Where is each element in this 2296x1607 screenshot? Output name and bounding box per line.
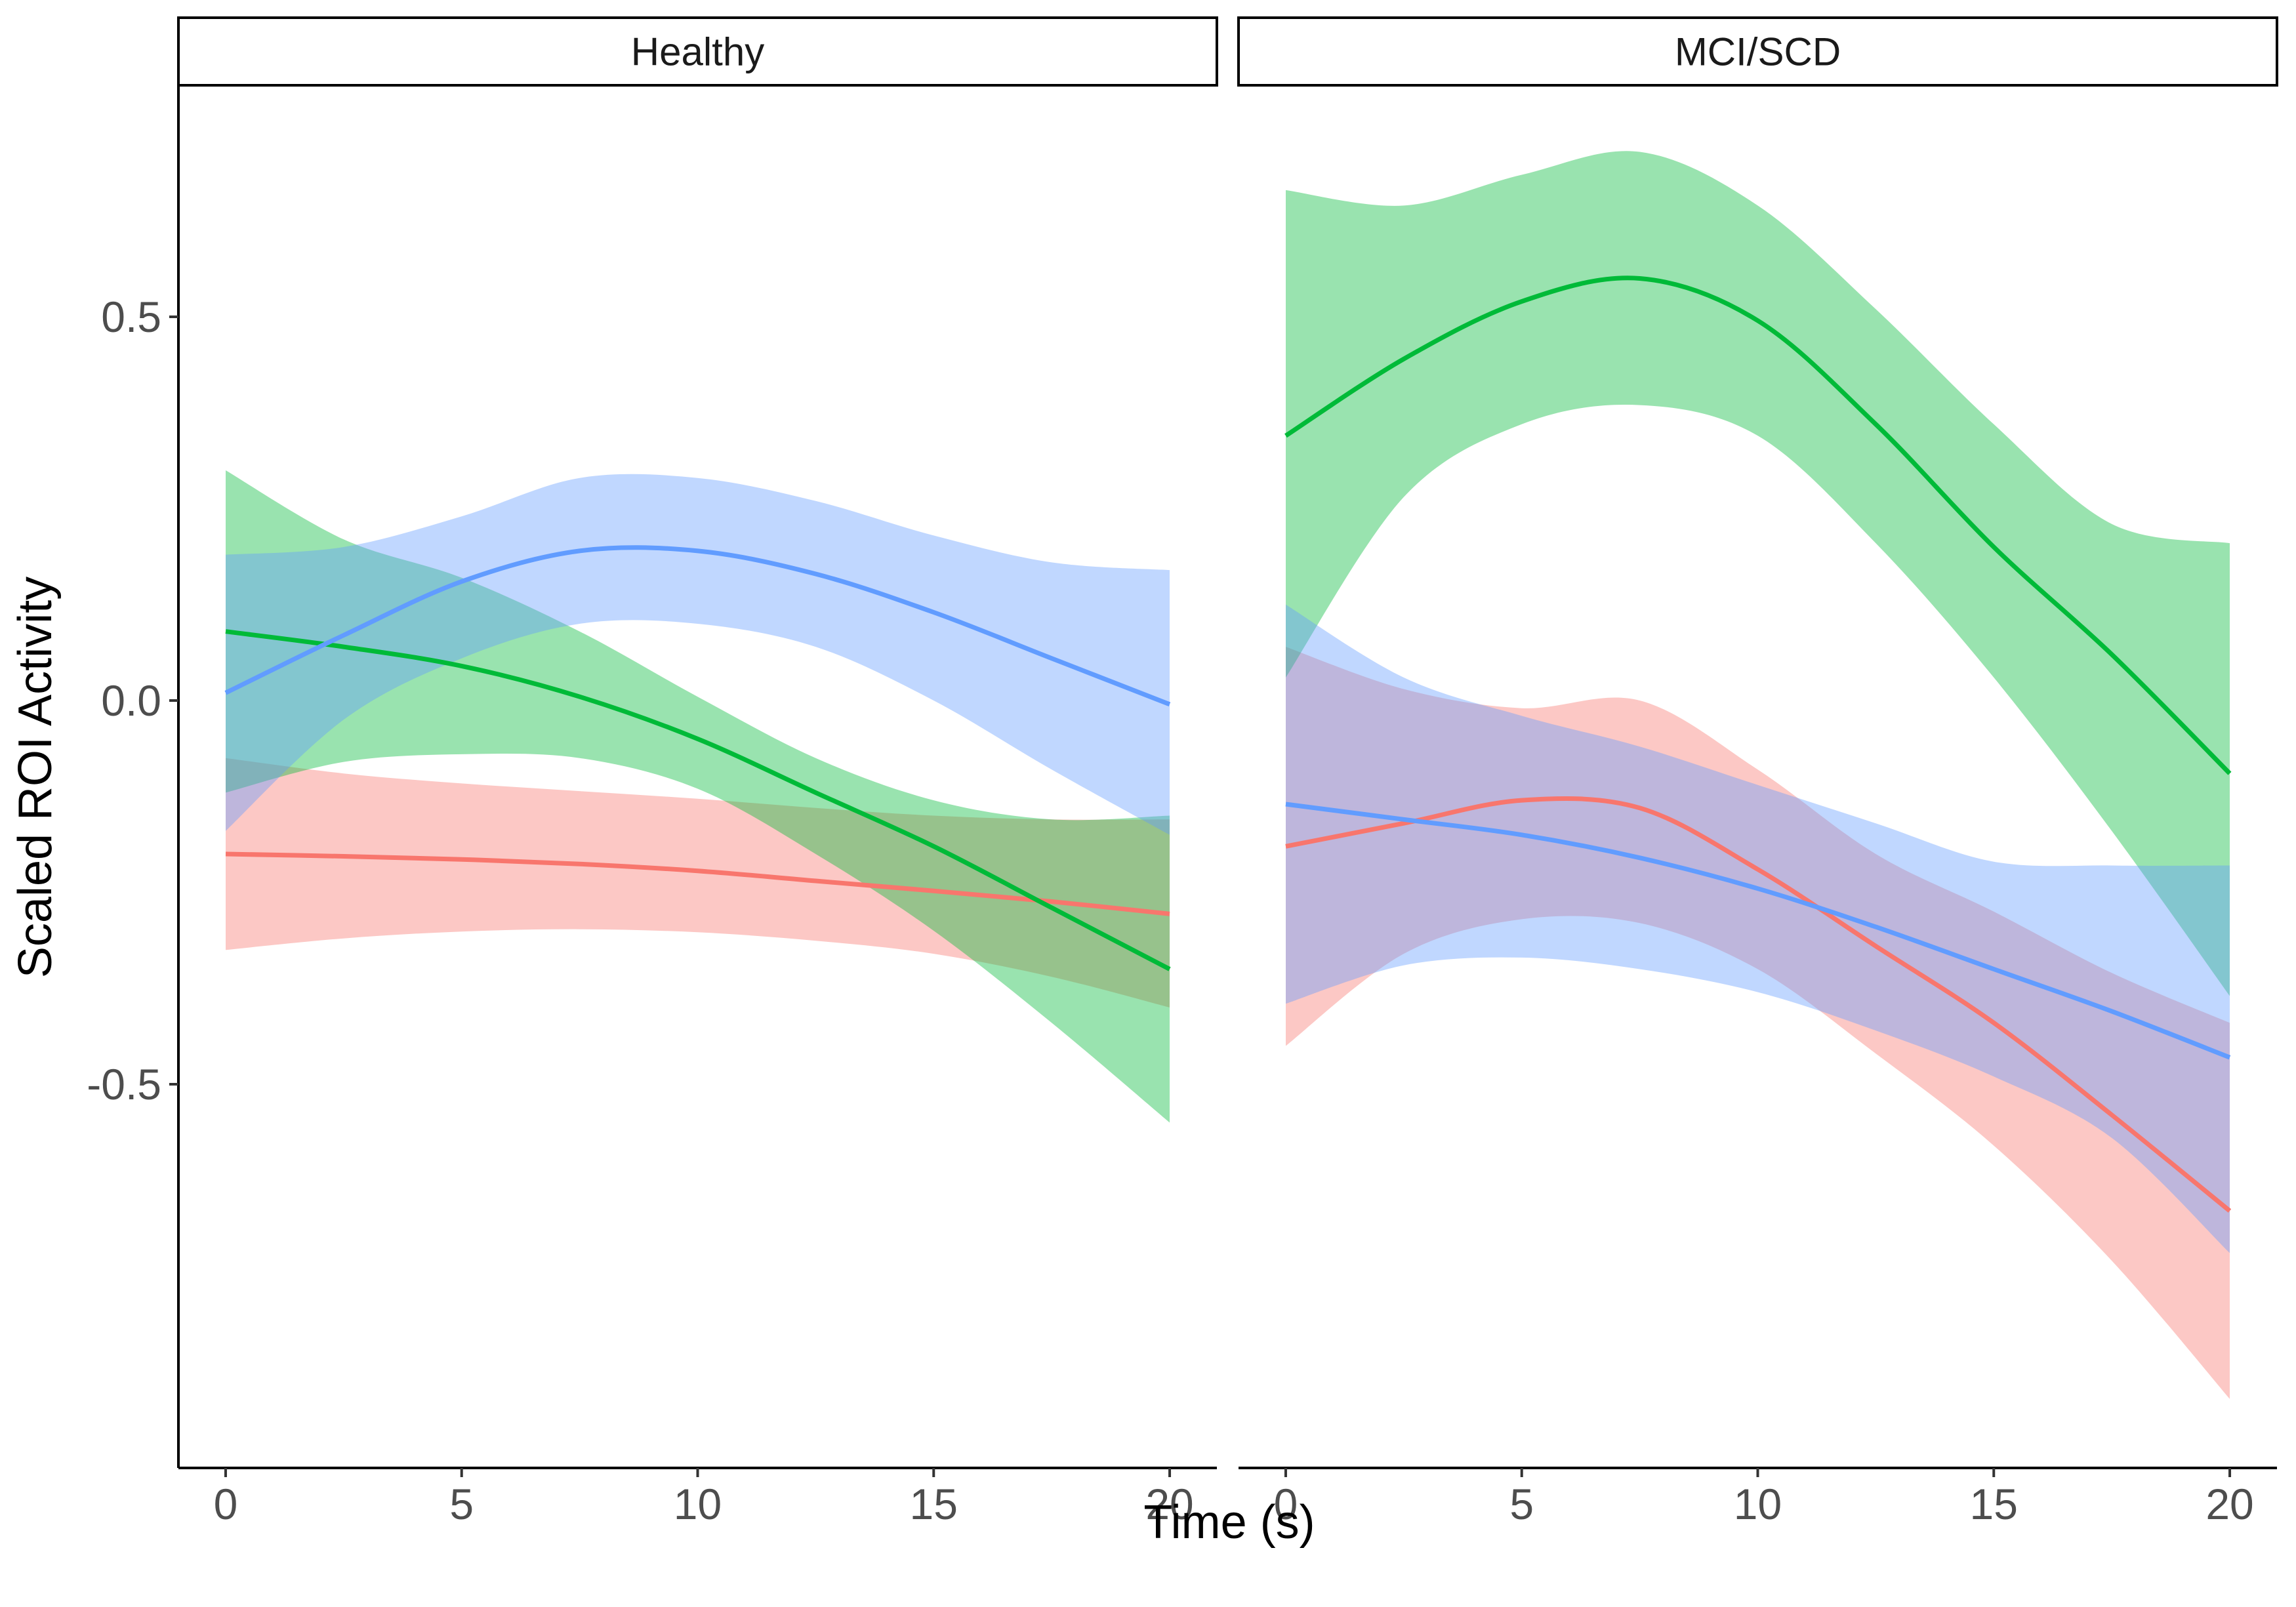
x-axis-title: Time (s) bbox=[1143, 1496, 1315, 1549]
confidence-band-3 bbox=[226, 474, 1170, 835]
x-tick-label: 10 bbox=[674, 1480, 722, 1528]
panels-layer: Healthy -0.5 0.0 0.5 0 5 10 15 20 MCI/SCD 0 5 10 15 20 bbox=[87, 16, 2278, 1528]
confidence-band-2 bbox=[226, 470, 1170, 1123]
facet-strip-label: MCI/SCD bbox=[1675, 30, 1841, 74]
fit-line-3 bbox=[224, 545, 1171, 707]
facet-strip bbox=[177, 16, 1218, 87]
x-tick-label: 15 bbox=[1970, 1480, 2018, 1528]
fit-line-1 bbox=[1285, 796, 2232, 1213]
x-tick-label: 20 bbox=[1145, 1480, 1193, 1528]
x-tick-label: 5 bbox=[449, 1480, 474, 1528]
fit-line-2 bbox=[1284, 275, 2232, 775]
confidence-band-1 bbox=[226, 758, 1170, 1007]
y-tick-label: -0.5 bbox=[87, 1060, 161, 1109]
panel-mci-scd: MCI/SCD 0 5 10 15 20 bbox=[1237, 16, 2278, 1528]
facet-strip bbox=[1237, 16, 2278, 87]
facet-strip-label: Healthy bbox=[631, 30, 764, 74]
confidence-band-2 bbox=[1286, 151, 2230, 996]
fit-line-2 bbox=[225, 629, 1171, 971]
y-axis-title: Scaled ROI Activity bbox=[9, 577, 62, 978]
x-tick-label: 0 bbox=[214, 1480, 238, 1528]
x-tick-label: 5 bbox=[1509, 1480, 1534, 1528]
fit-line-3 bbox=[1285, 802, 2231, 1060]
y-tick-label: 0.5 bbox=[101, 293, 161, 341]
fit-line-1 bbox=[225, 851, 1170, 916]
plot-area bbox=[1284, 151, 2232, 1399]
confidence-band-3 bbox=[1286, 604, 2230, 1253]
x-tick-label: 15 bbox=[910, 1480, 958, 1528]
x-tick-label: 20 bbox=[2205, 1480, 2253, 1528]
y-tick-label: 0.0 bbox=[101, 676, 161, 725]
panel-healthy: Healthy -0.5 0.0 0.5 0 5 10 15 20 bbox=[87, 16, 1218, 1528]
x-tick-label: 0 bbox=[1274, 1480, 1298, 1528]
plot-area bbox=[224, 470, 1171, 1123]
x-tick-label: 10 bbox=[1734, 1480, 1782, 1528]
